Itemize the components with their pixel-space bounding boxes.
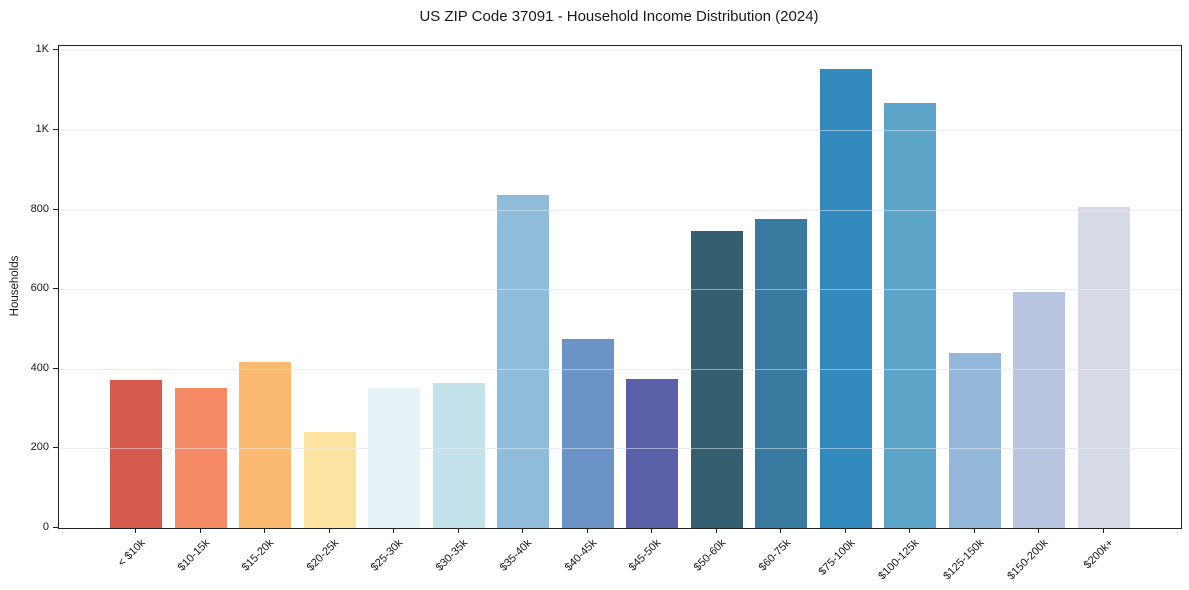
y-tick-mark — [53, 288, 58, 290]
x-tick-mark — [1038, 528, 1040, 533]
gridline-overlay — [59, 448, 1181, 450]
y-tick-mark — [53, 49, 58, 51]
y-tick-mark — [53, 367, 58, 369]
bar--10k — [110, 379, 162, 528]
bar--125-150k — [948, 352, 1001, 528]
x-tick-mark — [586, 528, 588, 533]
x-tick-mark — [651, 528, 653, 533]
x-tick-label: $35-40k — [498, 537, 535, 574]
y-tick-label: 0 — [42, 521, 49, 533]
y-tick-label: 1K — [35, 43, 49, 56]
plot-area — [58, 45, 1182, 529]
bar--25-30k — [368, 388, 421, 528]
y-tick-label: 1K — [35, 122, 49, 135]
x-tick-mark — [457, 528, 459, 533]
bar--30-35k — [432, 383, 485, 528]
gridline-overlay — [59, 368, 1181, 370]
bar--10-15k — [174, 387, 227, 528]
x-tick-label: $125-150k — [941, 537, 987, 583]
x-tick-mark — [973, 528, 975, 533]
gridline-overlay — [59, 50, 1181, 52]
y-tick-mark — [53, 447, 58, 449]
x-tick-mark — [328, 528, 330, 533]
x-tick-label: $10-15k — [175, 537, 213, 574]
bar--200k+ — [1077, 207, 1130, 528]
bar--100-125k — [884, 102, 937, 528]
y-tick-label: 600 — [30, 282, 49, 295]
bar--60-75k — [755, 219, 808, 528]
gridline-overlay — [59, 289, 1181, 291]
x-tick-label: $45-50k — [627, 537, 664, 574]
y-tick-label: 400 — [30, 361, 49, 374]
bar--50-60k — [690, 231, 743, 528]
x-tick-label: $25-30k — [369, 537, 406, 574]
bar--35-40k — [497, 195, 550, 528]
x-tick-mark — [199, 528, 201, 533]
x-tick-label: < $10k — [115, 537, 148, 570]
bar--75-100k — [819, 69, 872, 528]
x-tick-mark — [264, 528, 266, 533]
bar--45-50k — [626, 379, 679, 528]
x-tick-mark — [393, 528, 395, 533]
x-tick-mark — [844, 528, 846, 533]
x-tick-mark — [780, 528, 782, 533]
x-tick-label: $50-60k — [691, 537, 729, 574]
bar--40-45k — [561, 338, 614, 528]
y-tick-label: 800 — [30, 202, 49, 215]
x-tick-label: $75-100k — [816, 537, 858, 578]
x-tick-label: $15-20k — [239, 537, 277, 574]
y-tick-mark — [53, 128, 58, 130]
x-tick-mark — [135, 528, 136, 533]
bar--20-25k — [303, 432, 356, 528]
x-tick-label: $20-25k — [304, 537, 342, 574]
gridline-overlay — [59, 209, 1181, 211]
y-tick-mark — [53, 527, 58, 528]
x-tick-label: $40-45k — [562, 537, 600, 574]
x-tick-label: $150-200k — [1005, 537, 1051, 583]
bar--15-20k — [239, 361, 292, 528]
x-tick-label: $30-35k — [433, 537, 471, 574]
chart-title: US ZIP Code 37091 - Household Income Dis… — [419, 8, 819, 25]
x-tick-label: $60-75k — [756, 537, 793, 574]
x-tick-mark — [522, 528, 524, 533]
bar--150-200k — [1013, 292, 1066, 528]
x-tick-mark — [715, 528, 717, 533]
x-tick-mark — [1102, 528, 1104, 533]
y-tick-mark — [53, 208, 58, 210]
x-tick-label: $200k+ — [1081, 537, 1116, 572]
x-tick-mark — [909, 528, 911, 533]
y-tick-label: 200 — [30, 441, 49, 454]
x-tick-label: $100-125k — [876, 537, 922, 583]
gridline-overlay — [59, 129, 1181, 131]
